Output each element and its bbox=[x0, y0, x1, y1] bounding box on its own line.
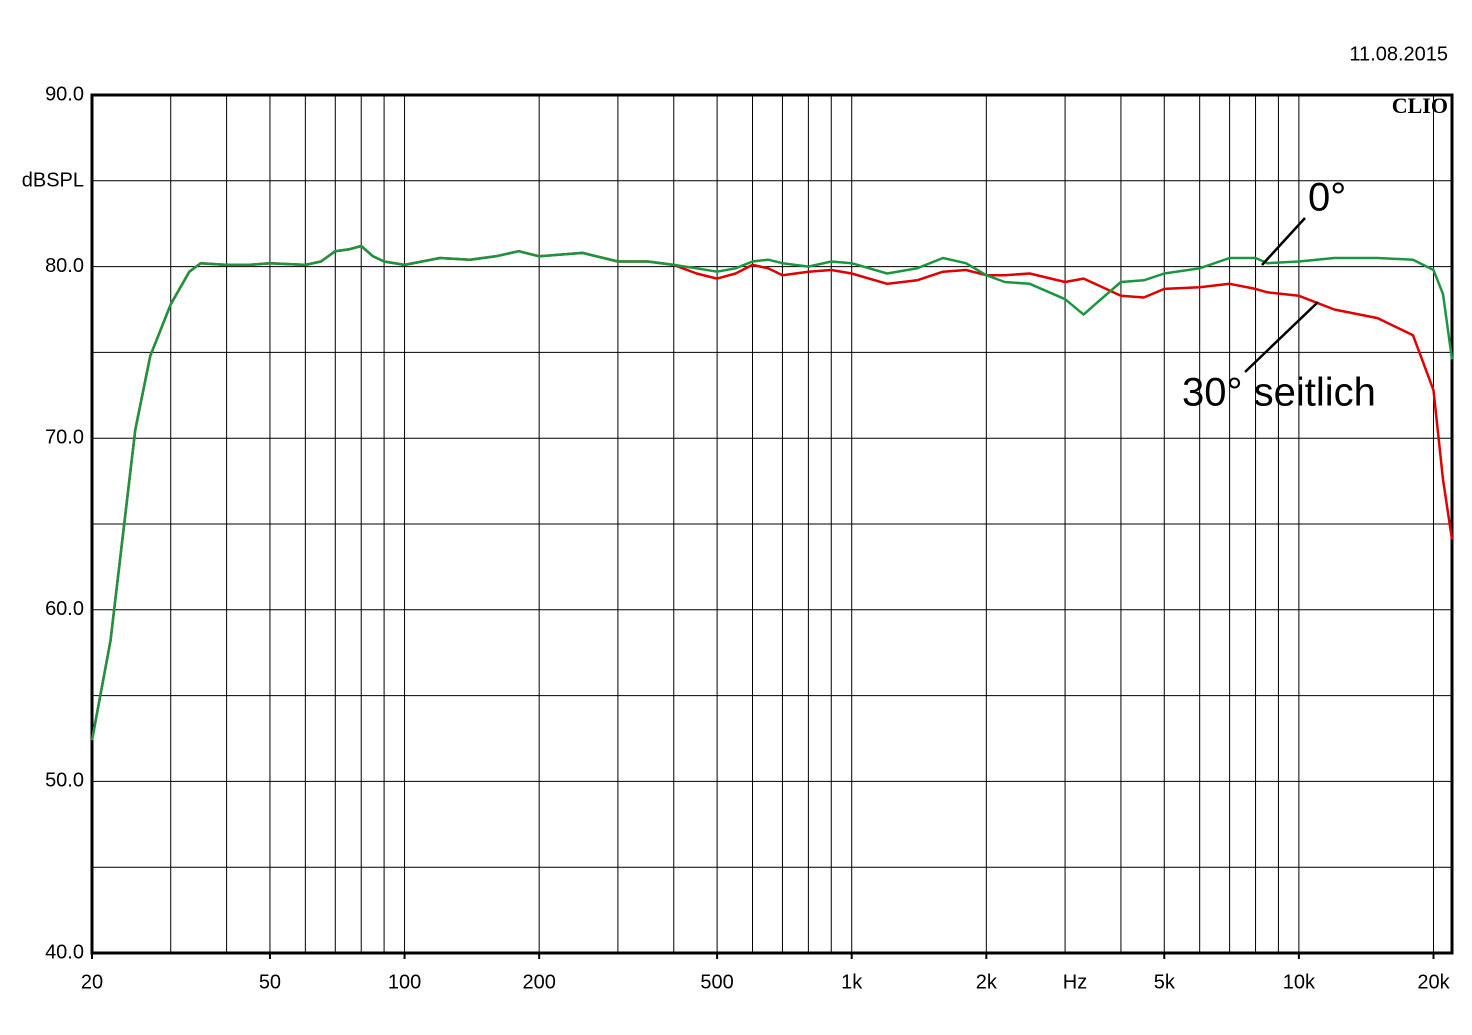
x-tick-label: 100 bbox=[388, 971, 421, 993]
y-tick-label: 50.0 bbox=[45, 770, 84, 792]
y-tick-label: 90.0 bbox=[45, 83, 84, 105]
series-line bbox=[90, 244, 1454, 741]
x-tick-label: 20k bbox=[1417, 971, 1450, 993]
y-tick-label: 70.0 bbox=[45, 426, 84, 448]
x-tick-label: 20 bbox=[81, 971, 103, 993]
x-tick-label: 50 bbox=[259, 971, 281, 993]
legend-label: 0° bbox=[1308, 176, 1346, 220]
x-tick-label: 1k bbox=[841, 971, 863, 993]
plot-frame bbox=[90, 93, 1454, 955]
x-tick-label: 200 bbox=[522, 971, 555, 993]
x-tick-label: 2k bbox=[976, 971, 998, 993]
x-tick-label: 500 bbox=[700, 971, 733, 993]
x-tick-label: 10k bbox=[1283, 971, 1316, 993]
date: 11.08.2015 bbox=[1349, 43, 1448, 65]
legend-label: 30° seitlich bbox=[1182, 371, 1376, 415]
x-axis-label: Hz bbox=[1063, 971, 1087, 993]
y-tick-label: 80.0 bbox=[45, 255, 84, 277]
y-tick-label: 40.0 bbox=[45, 941, 84, 963]
y-axis-label: dBSPL bbox=[22, 169, 84, 191]
annotation-pointer bbox=[1244, 301, 1319, 373]
y-tick-label: 60.0 bbox=[45, 598, 84, 620]
logo: CLIO bbox=[1392, 93, 1448, 118]
annotation-pointer bbox=[1261, 217, 1306, 266]
x-tick-label: 5k bbox=[1154, 971, 1176, 993]
series-line bbox=[90, 244, 1454, 741]
